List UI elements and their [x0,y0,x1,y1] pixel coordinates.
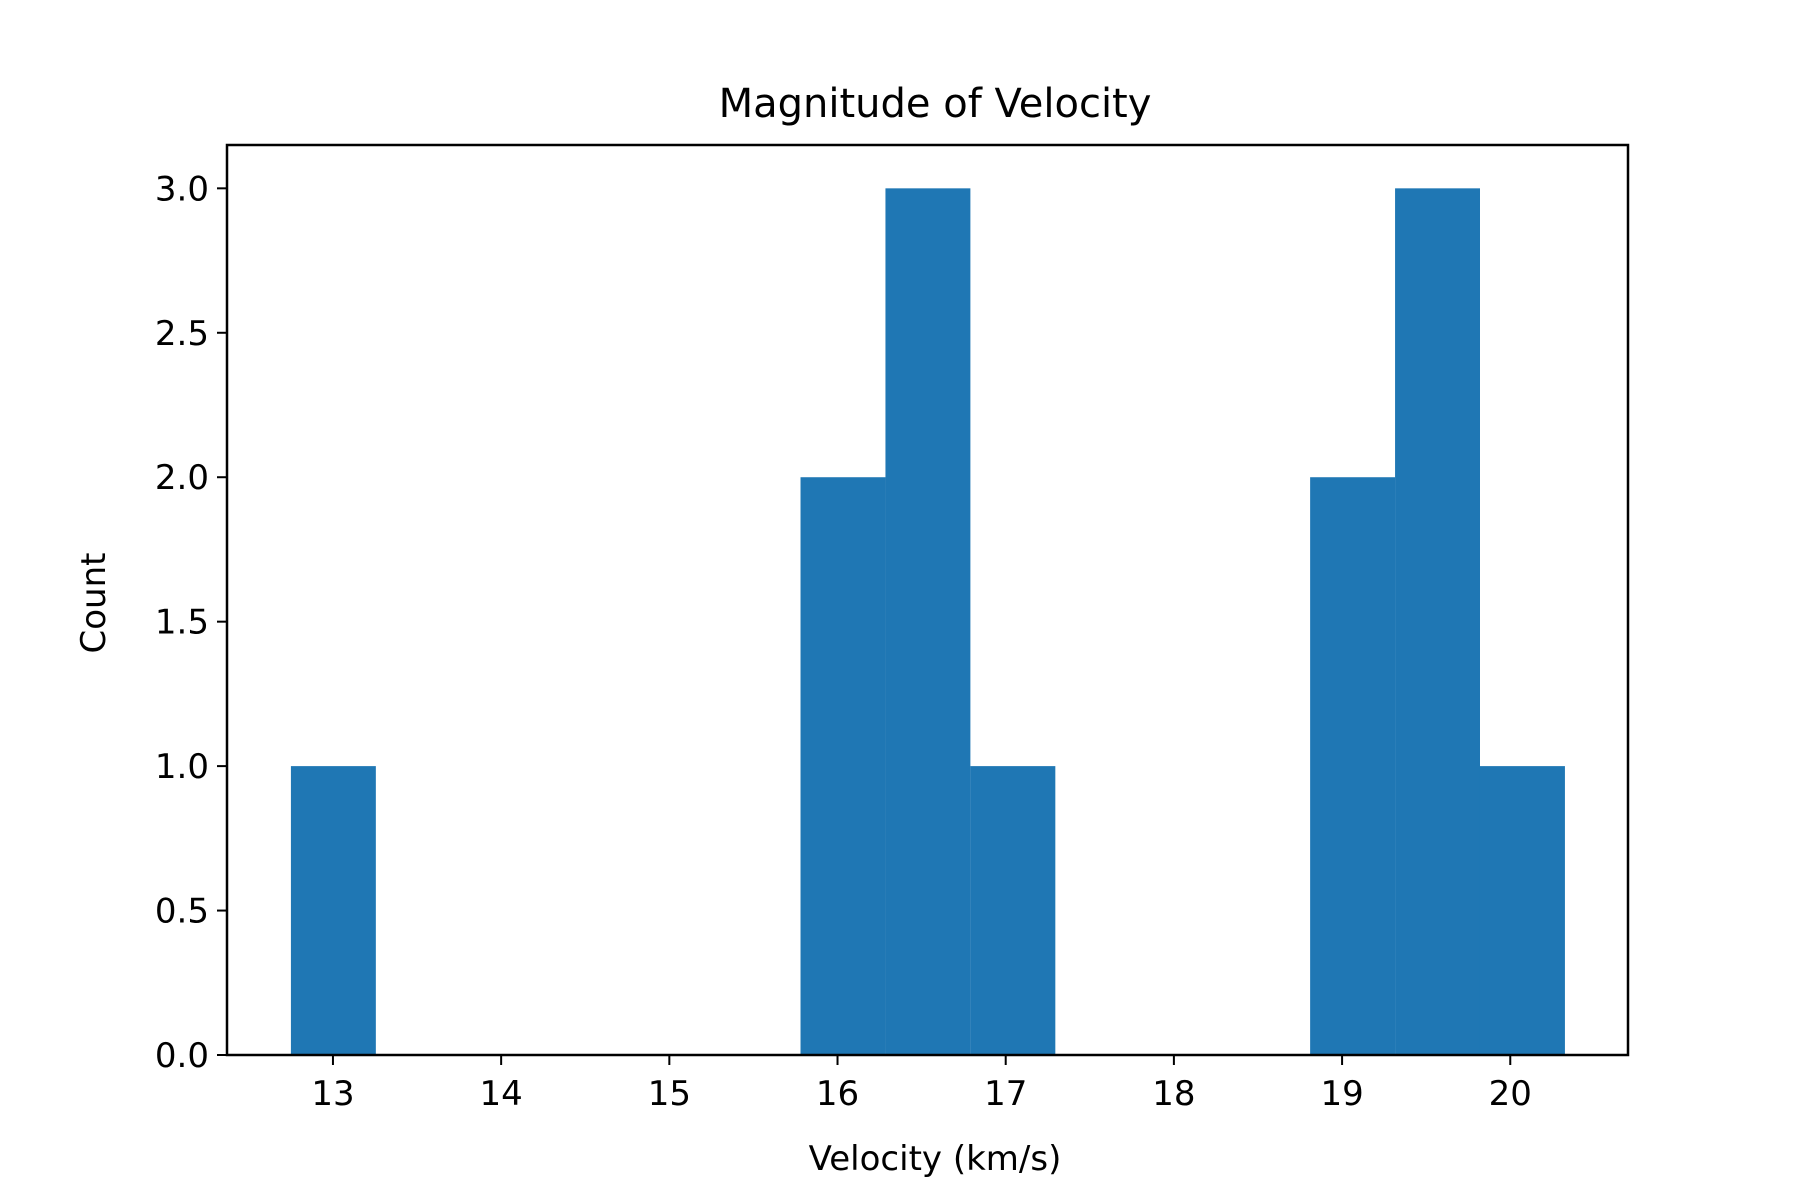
y-tick-label: 2.0 [155,458,209,498]
y-axis-label: Count [74,553,114,654]
plot-frame [225,143,1630,1057]
y-tick-label: 1.0 [155,747,209,787]
x-tick-label: 18 [1152,1074,1195,1114]
x-tick-label: 13 [311,1074,354,1114]
y-tick-label: 0.5 [155,892,209,932]
x-axis-label: Velocity (km/s) [809,1139,1062,1179]
x-tick-label: 14 [480,1074,523,1114]
bars-group [290,188,1565,1056]
histogram-bar-6 [1395,188,1480,1056]
histogram-bar-4 [970,766,1056,1055]
histogram-bar-2 [800,477,886,1055]
histogram-bar-7 [1479,766,1565,1055]
x-tick-label: 16 [816,1074,859,1114]
y-tick-label: 3.0 [155,169,209,209]
y-axis-ticks: 0.0 0.5 1.0 1.5 2.0 2.5 3.0 [155,169,227,1076]
x-tick-label: 17 [984,1074,1027,1114]
y-tick-label: 2.5 [155,314,209,354]
y-tick-label: 1.5 [155,603,209,643]
histogram-bar-5 [1310,477,1396,1055]
chart-title: Magnitude of Velocity [719,81,1152,127]
y-tick-label: 0.0 [155,1036,209,1076]
histogram-bar-1 [290,766,376,1055]
x-tick-label: 19 [1320,1074,1363,1114]
x-tick-label: 20 [1489,1074,1532,1114]
histogram-bar-3 [885,188,971,1056]
x-tick-label: 15 [648,1074,691,1114]
x-axis-ticks: 13 14 15 16 17 18 19 20 [311,1055,1532,1114]
